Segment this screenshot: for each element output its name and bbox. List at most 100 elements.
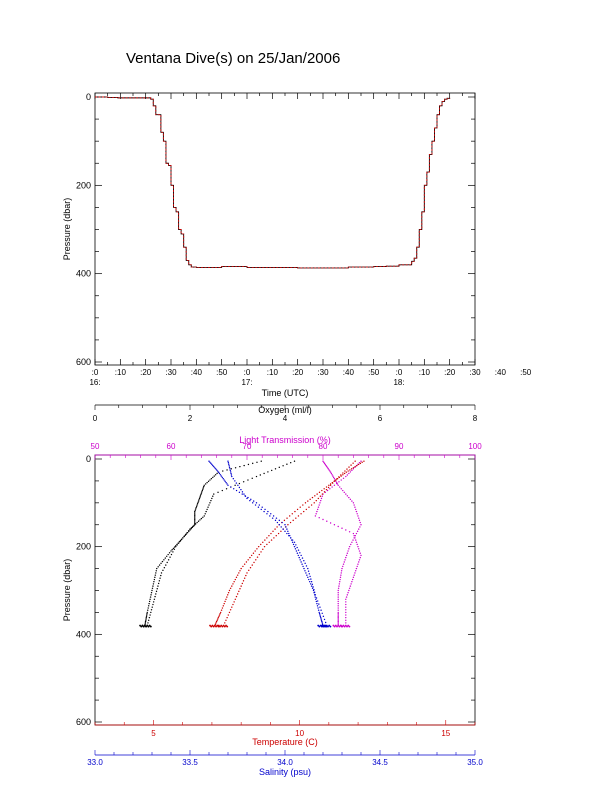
- light-tick-label: 80: [319, 442, 328, 451]
- data-point: [356, 565, 358, 568]
- data-point: [359, 556, 361, 559]
- data-point: [271, 517, 274, 519]
- data-point: [321, 612, 323, 614]
- data-point: [145, 618, 147, 620]
- data-point: [238, 486, 241, 489]
- data-point: [228, 466, 231, 469]
- data-point: [194, 516, 196, 518]
- data-point: [290, 462, 292, 464]
- temperature-tick-label: 5: [151, 729, 156, 738]
- data-point: [337, 618, 339, 620]
- data-point: [310, 504, 313, 506]
- data-point: [246, 572, 248, 574]
- data-point: [315, 597, 318, 599]
- data-point: [210, 462, 212, 465]
- data-point: [304, 570, 306, 572]
- data-point: [323, 491, 326, 493]
- data-point: [229, 587, 232, 590]
- data-point: [168, 552, 171, 554]
- data-point: [247, 463, 250, 466]
- data-point: [195, 523, 197, 525]
- data-point: [317, 609, 320, 611]
- data-point: [319, 615, 322, 618]
- data-point: [307, 567, 309, 570]
- data-point: [316, 602, 318, 605]
- data-point: [228, 611, 231, 614]
- data-point: [247, 559, 249, 561]
- data-point: [321, 493, 324, 495]
- data-point: [215, 625, 217, 628]
- data-point: [350, 464, 352, 466]
- data-point: [344, 624, 347, 627]
- data-point: [156, 588, 158, 590]
- data-point: [348, 587, 351, 590]
- data-point: [309, 575, 311, 578]
- data-point: [345, 622, 347, 624]
- data-point: [224, 622, 226, 624]
- data-point: [238, 590, 240, 593]
- data-point: [345, 609, 347, 611]
- data-point: [329, 470, 331, 472]
- data-point: [150, 594, 152, 596]
- data-point: [148, 602, 150, 605]
- data-point: [337, 591, 339, 594]
- data-point: [318, 491, 321, 494]
- data-point: [173, 548, 176, 550]
- data-point: [148, 624, 151, 627]
- data-point: [358, 519, 361, 522]
- data-point: [268, 541, 270, 543]
- data-point: [149, 625, 152, 628]
- data-point: [332, 624, 335, 627]
- data-point: [243, 493, 245, 495]
- light-tick-label: 60: [167, 442, 176, 451]
- data-point: [155, 590, 158, 593]
- data-point: [353, 504, 355, 506]
- data-point: [354, 539, 357, 541]
- data-point: [337, 620, 339, 623]
- data-point: [331, 474, 333, 476]
- data-point: [275, 535, 277, 537]
- data-point: [163, 567, 166, 569]
- data-point: [186, 531, 188, 534]
- data-point: [225, 488, 228, 490]
- data-point: [284, 524, 286, 526]
- pressure-trace: [95, 96, 451, 269]
- data-point: [258, 553, 260, 556]
- data-point: [204, 483, 207, 485]
- data-point: [218, 614, 221, 616]
- x-tick-label: :20: [140, 368, 152, 377]
- data-point: [317, 506, 320, 508]
- data-point: [288, 535, 290, 537]
- data-point: [230, 474, 233, 476]
- data-point: [147, 605, 150, 607]
- data-point: [256, 548, 258, 550]
- data-point: [353, 535, 355, 537]
- data-point: [340, 488, 342, 490]
- data-point: [180, 538, 183, 541]
- data-point: [358, 550, 361, 552]
- data-point: [213, 493, 215, 495]
- data-point: [359, 521, 361, 524]
- data-point: [155, 570, 157, 572]
- data-point: [320, 499, 322, 502]
- data-point: [286, 463, 288, 465]
- data-point: [240, 567, 242, 570]
- data-point: [346, 474, 349, 476]
- data-point: [147, 625, 150, 628]
- data-point: [217, 618, 219, 620]
- data-point: [183, 535, 185, 537]
- data-point: [320, 609, 322, 611]
- data-point: [301, 563, 303, 565]
- data-point: [260, 543, 262, 546]
- data-point: [308, 573, 311, 575]
- data-point: [145, 625, 147, 628]
- data-point: [148, 616, 151, 619]
- data-point: [338, 625, 341, 628]
- data-point: [287, 524, 289, 526]
- y2-tick-label: 600: [76, 717, 91, 727]
- data-point: [359, 552, 361, 554]
- data-point: [146, 614, 148, 616]
- data-point: [329, 488, 331, 490]
- data-point: [214, 623, 217, 625]
- data-point: [220, 475, 223, 477]
